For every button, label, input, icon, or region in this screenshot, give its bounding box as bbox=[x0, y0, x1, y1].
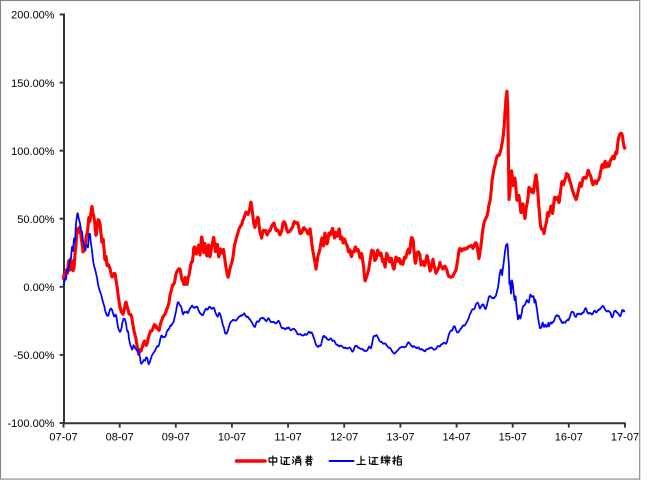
svg-text:16-07: 16-07 bbox=[555, 431, 583, 443]
svg-text:0.00%: 0.00% bbox=[23, 282, 54, 294]
svg-text:14-07: 14-07 bbox=[443, 431, 471, 443]
svg-text:200.00%: 200.00% bbox=[11, 10, 55, 22]
svg-text:08-07: 08-07 bbox=[106, 431, 134, 443]
svg-text:10-07: 10-07 bbox=[218, 431, 246, 443]
svg-text:-50.00%: -50.00% bbox=[14, 350, 55, 362]
svg-text:09-07: 09-07 bbox=[162, 431, 190, 443]
svg-text:13-07: 13-07 bbox=[386, 431, 414, 443]
svg-text:07-07: 07-07 bbox=[49, 431, 77, 443]
svg-text:-100.00%: -100.00% bbox=[8, 418, 55, 430]
svg-text:100.00%: 100.00% bbox=[11, 146, 55, 158]
svg-text:15-07: 15-07 bbox=[499, 431, 527, 443]
svg-text:150.00%: 150.00% bbox=[11, 78, 55, 90]
svg-text:17-07: 17-07 bbox=[611, 431, 639, 443]
svg-text:50.00%: 50.00% bbox=[17, 214, 55, 226]
svg-text:12-07: 12-07 bbox=[330, 431, 358, 443]
svg-text:11-07: 11-07 bbox=[274, 431, 301, 443]
